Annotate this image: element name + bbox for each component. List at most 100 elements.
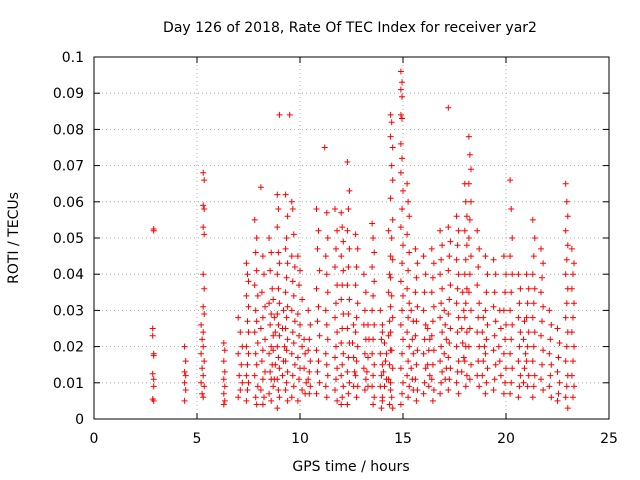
data-point <box>409 376 416 383</box>
data-point <box>259 401 266 408</box>
data-point <box>562 314 569 321</box>
data-point <box>270 347 277 354</box>
data-point <box>149 325 156 332</box>
data-point <box>443 365 450 372</box>
data-point <box>540 260 547 267</box>
data-point <box>491 376 498 383</box>
data-point <box>524 343 531 350</box>
data-point <box>555 354 562 361</box>
data-point <box>387 379 394 386</box>
data-point <box>200 271 207 278</box>
data-point <box>182 387 189 393</box>
data-point <box>334 329 341 336</box>
data-point <box>523 314 530 321</box>
data-point <box>370 372 377 379</box>
data-point <box>259 376 266 383</box>
data-point <box>562 271 569 278</box>
data-point <box>266 390 273 397</box>
data-point <box>438 343 445 350</box>
data-point <box>253 361 260 368</box>
data-point <box>507 350 514 357</box>
data-point <box>274 311 281 317</box>
data-point <box>339 282 346 289</box>
data-point <box>252 307 259 314</box>
data-point <box>480 314 487 321</box>
data-point <box>420 350 427 357</box>
data-point <box>460 354 467 361</box>
data-point <box>453 300 460 307</box>
data-point <box>266 350 273 357</box>
data-point <box>570 314 576 321</box>
data-point <box>571 383 577 390</box>
data-point <box>245 303 252 310</box>
data-point <box>474 227 481 234</box>
data-point <box>349 340 356 346</box>
data-point <box>150 376 157 383</box>
data-point <box>525 329 532 336</box>
data-point <box>371 394 378 401</box>
data-point <box>276 300 283 307</box>
data-point <box>353 314 360 321</box>
data-point <box>345 264 352 270</box>
data-point <box>362 289 369 296</box>
data-point <box>387 253 394 260</box>
data-point <box>257 387 264 393</box>
data-point <box>251 329 258 336</box>
data-point <box>244 361 251 368</box>
data-point <box>468 198 474 205</box>
data-point <box>546 350 553 357</box>
data-point <box>497 372 504 379</box>
data-point <box>492 271 499 278</box>
data-point <box>316 267 323 274</box>
data-point <box>516 300 523 307</box>
data-point <box>388 162 395 169</box>
data-point <box>496 307 503 314</box>
data-point <box>429 318 436 325</box>
data-point <box>284 368 291 375</box>
data-point <box>351 368 358 375</box>
data-point <box>322 350 329 357</box>
data-point <box>397 278 404 285</box>
data-point <box>344 401 351 408</box>
data-point <box>290 383 297 390</box>
data-point <box>324 289 331 296</box>
y-tick-label: 0.1 <box>62 50 84 66</box>
data-point <box>338 253 345 260</box>
data-point <box>201 231 208 238</box>
data-point <box>333 343 339 350</box>
data-point <box>540 303 547 310</box>
data-point <box>563 300 570 307</box>
data-point <box>200 372 207 379</box>
data-point <box>369 220 376 227</box>
data-point <box>198 350 205 357</box>
data-point <box>315 358 322 365</box>
data-point <box>289 206 296 212</box>
data-point <box>529 314 536 321</box>
data-point <box>474 372 481 379</box>
data-point <box>275 285 282 292</box>
grid <box>94 57 609 419</box>
data-point <box>262 368 268 375</box>
data-point <box>339 325 346 332</box>
data-point <box>523 358 530 365</box>
x-tick-label: 20 <box>497 431 515 447</box>
data-point <box>354 245 361 252</box>
data-point <box>463 372 470 379</box>
data-point <box>529 394 536 401</box>
data-point <box>438 379 445 386</box>
data-point <box>253 401 260 408</box>
data-point <box>338 296 345 303</box>
data-point <box>383 376 390 383</box>
data-point <box>517 329 524 336</box>
data-point <box>562 180 569 187</box>
data-point <box>267 368 274 375</box>
data-point <box>370 292 377 299</box>
data-point <box>429 397 436 404</box>
data-point <box>274 343 281 350</box>
data-point <box>279 372 286 379</box>
data-point <box>430 260 437 267</box>
data-point <box>275 249 282 256</box>
data-point <box>492 361 499 368</box>
data-point <box>405 314 412 321</box>
data-point <box>389 177 396 184</box>
